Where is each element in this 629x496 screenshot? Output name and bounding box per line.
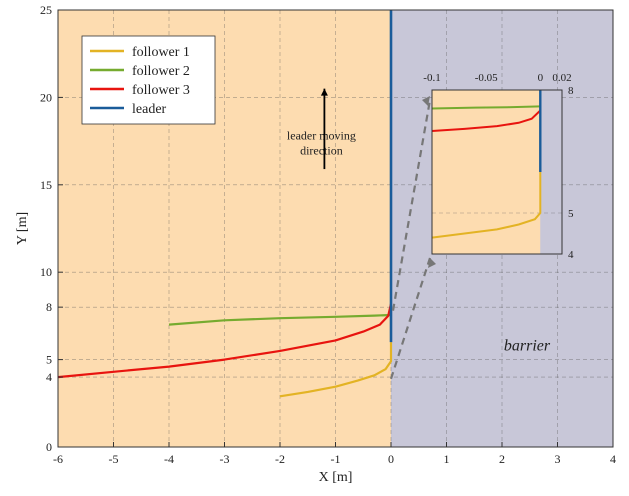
series-lines (57, 10, 393, 398)
direction-arrow-head (320, 88, 328, 96)
x-tick-label: 3 (555, 452, 561, 466)
x-tick-label: -6 (53, 452, 63, 466)
x-tick-label: -2 (275, 452, 285, 466)
x-tick-label: -5 (109, 452, 119, 466)
y-axis-label: Y [m] (15, 212, 30, 245)
inset-series-line-follower-2 (431, 105, 541, 110)
zoom-arrow-upper-head (422, 96, 430, 106)
x-tick-label: 2 (499, 452, 505, 466)
y-tick-label: 8 (46, 300, 52, 314)
inset-series-line-follower-3 (431, 109, 541, 132)
inset-y-tick-label: 5 (568, 208, 574, 220)
inset-y-tick-label: 8 (568, 85, 574, 97)
series-line-follower-2 (168, 313, 392, 326)
annotation-barrier: barrier (504, 338, 551, 355)
inset-x-tick-label: 0 (538, 72, 544, 84)
tick-labels: -6 -5 -4 -3 -2 -1 0 1 2 3 4 0 4 5 8 10 15 20 25 (40, 3, 616, 466)
x-tick-label: 0 (388, 452, 394, 466)
inset-x-tick-label: -0.05 (475, 72, 498, 84)
inset-x-tick-label: -0.1 (423, 72, 440, 84)
annotation-leader-direction: direction (300, 143, 343, 157)
axis-labels: X [m] Y [m] (15, 212, 352, 485)
inset-region-free (432, 90, 541, 254)
x-tick-label: -3 (220, 452, 230, 466)
inset-x-tick-label: 0.02 (552, 72, 571, 84)
zoom-arrow-lower (389, 257, 432, 380)
y-tick-label: 20 (40, 90, 52, 104)
legend-entry: follower 1 (132, 45, 190, 60)
x-tick-label: 4 (610, 452, 616, 466)
inset-plot: -0.1 -0.05 0 0.02 4 5 8 (423, 72, 574, 261)
x-tick-label: -4 (164, 452, 174, 466)
legend-entry: leader (132, 102, 167, 117)
x-tick-label: 1 (444, 452, 450, 466)
y-tick-label: 4 (46, 370, 52, 384)
x-axis-label: X [m] (319, 470, 353, 485)
inset-y-tick-label: 4 (568, 249, 574, 261)
legend-entry: follower 3 (132, 83, 190, 98)
y-tick-label: 25 (40, 3, 52, 17)
x-tick-label: -1 (331, 452, 341, 466)
y-tick-label: 0 (46, 440, 52, 454)
legend: follower 1 follower 2 follower 3 leader (81, 35, 216, 125)
series-line-follower-3 (57, 303, 393, 379)
series-line-follower-1 (279, 342, 393, 398)
inset-series-line-follower-1 (431, 172, 542, 239)
zoom-guides (389, 96, 436, 380)
inset-region-barrier (540, 90, 562, 254)
zoom-arrow-lower-head (428, 258, 436, 268)
y-tick-label: 10 (40, 265, 52, 279)
y-tick-label: 5 (46, 353, 52, 367)
legend-entry: follower 2 (132, 64, 190, 79)
annotation-leader-direction: leader moving (287, 128, 356, 142)
y-tick-label: 15 (40, 178, 52, 192)
inset-frame (431, 89, 563, 255)
